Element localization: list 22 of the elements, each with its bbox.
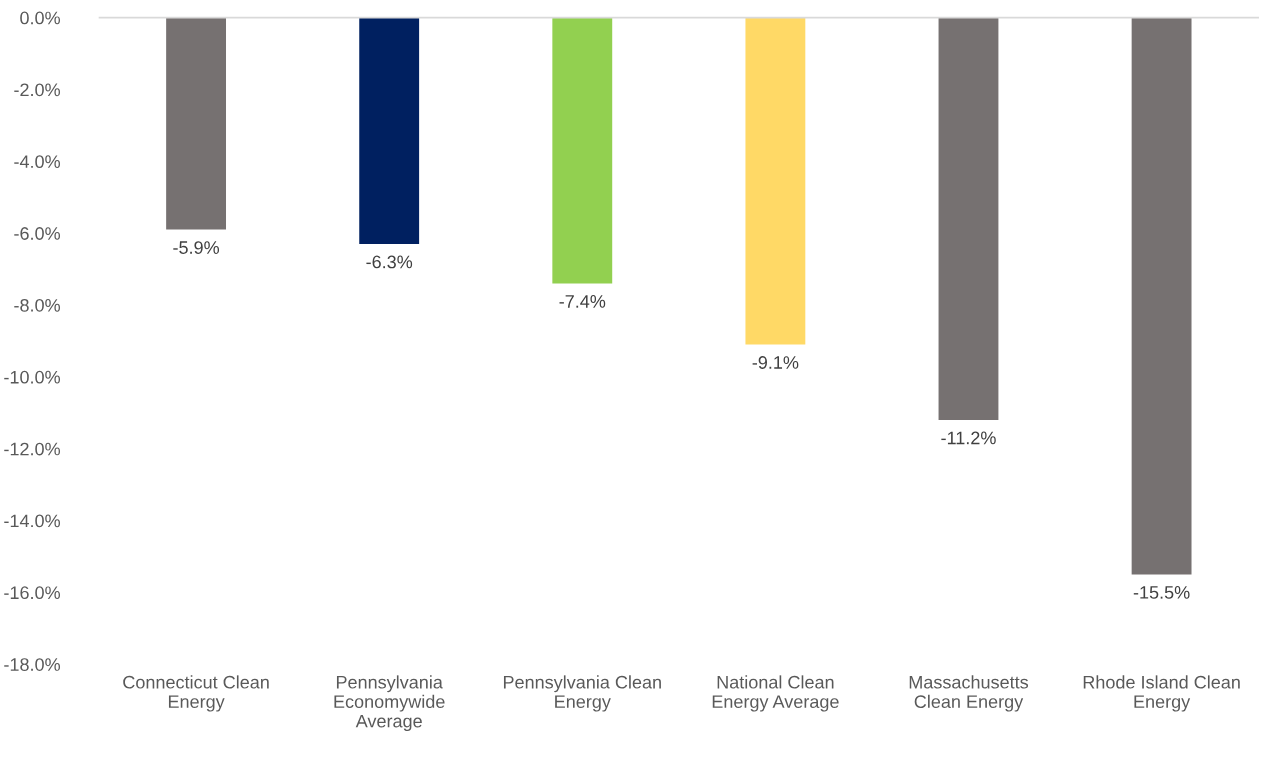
y-tick-label: -16.0%	[4, 586, 60, 600]
data-label: -15.5%	[1133, 586, 1190, 599]
x-tick-label: Massachusetts Clean Energy	[909, 675, 1029, 712]
data-label: -6.3%	[366, 255, 413, 269]
x-tick-label: Pennsylvania Economywide Average	[334, 675, 445, 732]
y-tick-label: -6.0%	[14, 227, 60, 240]
y-tick-label: -18.0%	[4, 658, 60, 671]
y-tick-label: -10.0%	[4, 370, 60, 384]
data-label: -7.4%	[559, 295, 606, 308]
y-tick-label: -12.0%	[4, 442, 60, 456]
y-tick-label: 0.0%	[20, 11, 60, 25]
y-tick-label: -8.0%	[14, 298, 60, 312]
x-tick-label: Rhode Island Clean Energy	[1083, 675, 1240, 712]
x-tick-label: Pennsylvania Clean Energy	[503, 675, 661, 712]
x-tick-label: Connecticut Clean Energy	[123, 675, 269, 712]
y-tick-label: -14.0%	[4, 514, 60, 528]
y-tick-label: -4.0%	[14, 155, 60, 169]
data-label: -11.2%	[941, 431, 996, 445]
data-label: -5.9%	[173, 241, 220, 254]
y-tick-label: -2.0%	[14, 83, 60, 97]
x-tick-label: National Clean Energy Average	[712, 675, 839, 712]
data-label: -9.1%	[752, 356, 799, 369]
